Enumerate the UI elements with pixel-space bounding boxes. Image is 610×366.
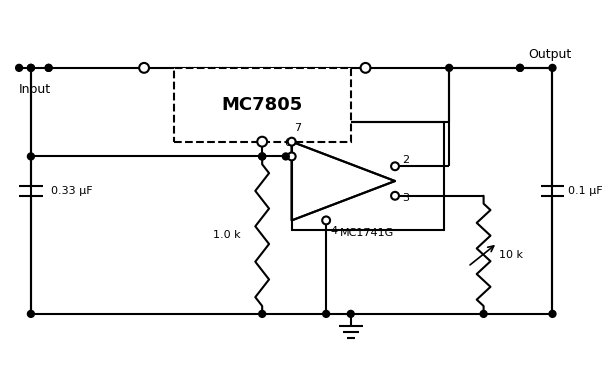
- Circle shape: [257, 137, 267, 147]
- Circle shape: [16, 64, 23, 71]
- Circle shape: [259, 153, 265, 160]
- Text: Output: Output: [528, 48, 571, 61]
- Circle shape: [27, 64, 34, 71]
- Text: 3: 3: [402, 193, 409, 203]
- Circle shape: [288, 138, 296, 146]
- Circle shape: [391, 163, 399, 170]
- Circle shape: [27, 64, 34, 71]
- Text: 0.33 μF: 0.33 μF: [51, 186, 92, 196]
- Text: 6: 6: [284, 138, 291, 147]
- Circle shape: [139, 63, 149, 73]
- Circle shape: [446, 64, 453, 71]
- Text: 2: 2: [402, 155, 409, 165]
- Circle shape: [480, 310, 487, 317]
- Text: MC7805: MC7805: [221, 96, 303, 114]
- Circle shape: [322, 216, 330, 224]
- Circle shape: [347, 310, 354, 317]
- Text: 10 k: 10 k: [500, 250, 523, 260]
- Circle shape: [45, 64, 52, 71]
- Text: 7: 7: [294, 123, 301, 133]
- Circle shape: [361, 63, 370, 73]
- Circle shape: [517, 64, 523, 71]
- Bar: [174, 68, 351, 142]
- Circle shape: [288, 153, 296, 160]
- Circle shape: [27, 153, 34, 160]
- Bar: [292, 122, 444, 230]
- Text: Input: Input: [19, 83, 51, 96]
- Text: 0.1 μF: 0.1 μF: [569, 186, 603, 196]
- Circle shape: [517, 64, 523, 71]
- Circle shape: [282, 153, 289, 160]
- Text: 4: 4: [330, 226, 337, 236]
- Circle shape: [391, 192, 399, 200]
- Circle shape: [323, 310, 329, 317]
- Circle shape: [27, 310, 34, 317]
- Circle shape: [259, 153, 265, 160]
- Text: MC1741G: MC1741G: [340, 228, 394, 238]
- Circle shape: [45, 64, 52, 71]
- Circle shape: [549, 64, 556, 71]
- Circle shape: [549, 310, 556, 317]
- Text: 1.0 k: 1.0 k: [213, 230, 240, 240]
- Circle shape: [259, 310, 265, 317]
